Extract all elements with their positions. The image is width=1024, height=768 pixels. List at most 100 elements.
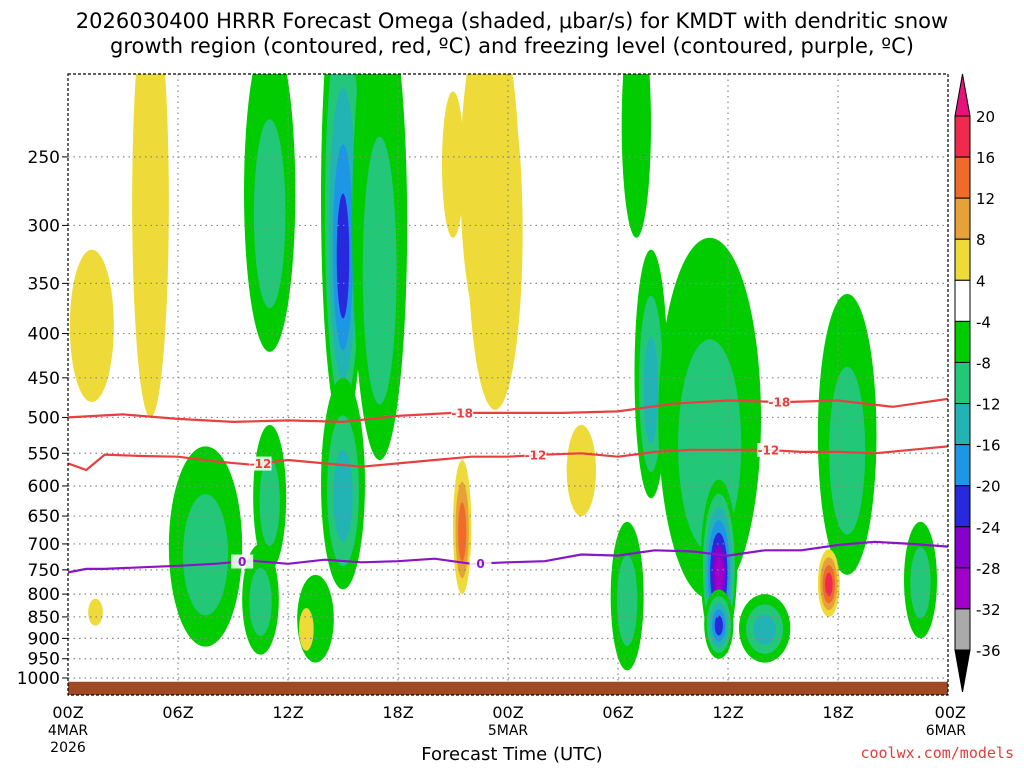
x-date-label: 4MAR [48, 723, 89, 739]
colorbar: 20 16 12 8 4 -4 -8 -12 -16 -20 -24 -28 -32 -36 [954, 73, 1001, 693]
omega-cell [829, 366, 866, 535]
colorbar-swatch [954, 444, 971, 487]
chart-title-line-1: 2026030400 HRRR Forecast Omega (shaded, … [75, 9, 949, 33]
dgz-minus12-label: -12 [250, 457, 272, 471]
colorbar-label: -16 [976, 437, 1001, 455]
freezing-level-label-bg [231, 554, 254, 569]
colorbar-label: -32 [976, 601, 1001, 619]
x-date-label: 6MAR [926, 723, 967, 739]
x-year-label: 2026 [50, 740, 86, 756]
x-tick-label: 00Z [52, 703, 83, 722]
y-tick-label: 1000 [17, 669, 60, 689]
x-tick-label: 18Z [822, 703, 853, 722]
freezing-level-label: 0 [476, 557, 484, 571]
contour-lines: -18 -18 -12 -12 -12 0 0 [68, 394, 948, 574]
x-tick-label: 12Z [712, 703, 743, 722]
colorbar-label: -28 [976, 560, 1001, 578]
colorbar-label: -36 [976, 642, 1001, 660]
omega-cell [253, 119, 286, 309]
colorbar-swatch [954, 403, 971, 446]
x-date-label: 5MAR [488, 723, 529, 739]
x-tick-label: 12Z [272, 703, 303, 722]
x-tick-label: 00Z [492, 703, 523, 722]
colorbar-label: 4 [976, 272, 986, 290]
colorbar-swatch [954, 115, 971, 158]
grid-lines [68, 74, 948, 695]
colorbar-swatch [954, 567, 971, 610]
omega-cell [753, 614, 777, 645]
omega-cell [336, 193, 350, 319]
x-tick-label: 06Z [162, 703, 193, 722]
y-tick-label: 900 [28, 629, 60, 649]
x-tick-label: 06Z [602, 703, 633, 722]
colorbar-swatch [954, 320, 971, 363]
colorbar-label: -8 [976, 354, 991, 372]
omega-cell [88, 598, 103, 626]
omega-cell [910, 547, 931, 619]
y-tick-label: 300 [28, 216, 60, 236]
dgz-minus12-label: -12 [525, 449, 547, 463]
dgz-minus18-label: -18 [768, 395, 790, 409]
omega-cell [249, 567, 272, 636]
omega-cell [643, 336, 659, 445]
omega-cell [566, 424, 596, 517]
omega-cell [714, 556, 723, 593]
y-tick-label: 550 [28, 444, 60, 464]
omega-cell [299, 607, 314, 651]
dgz-minus12-line [68, 445, 948, 472]
colorbar-label: -24 [976, 519, 1001, 537]
y-tick-label: 400 [28, 325, 60, 345]
omega-cell [333, 449, 353, 542]
y-tick-label: 450 [28, 369, 60, 389]
y-tick-label: 600 [28, 477, 60, 497]
colorbar-label: 16 [976, 149, 995, 167]
y-tick-label: 700 [28, 535, 60, 555]
y-tick-label: 650 [28, 507, 60, 527]
dgz-minus18-label-bg [451, 405, 474, 420]
omega-cell [825, 572, 833, 597]
freezing-level-label-bg [469, 556, 492, 571]
omega-cell [182, 494, 229, 616]
omega-cell [69, 249, 114, 403]
freezing-level-label: 0 [238, 555, 246, 569]
omega-cell [442, 91, 464, 238]
dgz-minus18-label: -18 [451, 406, 473, 420]
dgz-minus12-label-bg [249, 456, 272, 471]
x-tick-label: 18Z [382, 703, 413, 722]
ground-layer [68, 681, 948, 695]
colorbar-swatch [954, 238, 971, 281]
axes: 2503003504004505005506006507007508008509… [17, 73, 967, 756]
colorbar-swatch [954, 197, 971, 240]
y-tick-label: 850 [28, 608, 60, 628]
y-tick-label: 250 [28, 148, 60, 168]
colorbar-swatch [954, 361, 971, 405]
y-tick-label: 500 [28, 408, 60, 428]
ground-bar [68, 681, 948, 695]
y-tick-label: 950 [28, 650, 60, 670]
dgz-minus18-line [68, 397, 948, 424]
omega-cell [621, 74, 651, 238]
dgz-minus12-label: -12 [757, 444, 779, 458]
colorbar-label: -20 [976, 478, 1001, 496]
omega-cell [617, 555, 638, 647]
omega-cell [132, 74, 169, 418]
colorbar-bottom-triangle [954, 649, 971, 693]
plot-frame [67, 73, 949, 696]
y-tick-label: 350 [28, 274, 60, 294]
colorbar-top-triangle [954, 73, 971, 117]
omega-cell [259, 457, 280, 546]
omega-cell [458, 502, 467, 562]
x-tick-label: 00Z [935, 703, 966, 722]
colorbar-label: 8 [976, 231, 986, 249]
colorbar-swatch [954, 485, 971, 528]
dgz-minus18-label-bg [768, 394, 791, 409]
omega-cell [362, 136, 397, 405]
colorbar-label: 12 [976, 190, 995, 208]
chart-title-line-2: growth region (contoured, red, ºC) and f… [110, 34, 914, 58]
omega-cell [714, 615, 724, 636]
colorbar-label: -4 [976, 313, 991, 331]
colorbar-label: -12 [976, 396, 1001, 414]
dgz-minus12-label-bg [524, 448, 547, 463]
colorbar-swatch [954, 608, 971, 651]
